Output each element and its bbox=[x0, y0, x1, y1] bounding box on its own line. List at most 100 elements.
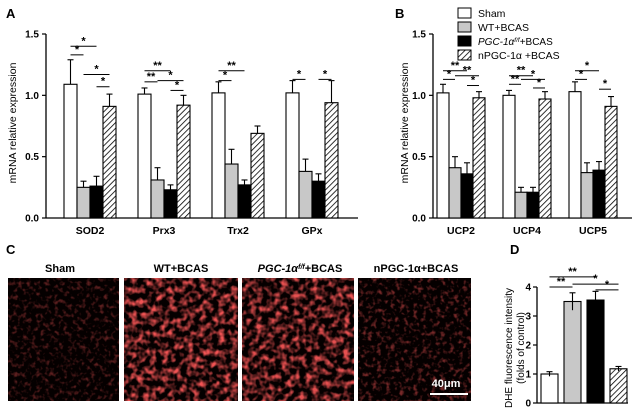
x-tick-label-trx2: Trx2 bbox=[227, 225, 249, 237]
y-tick-label-d-4: 4 bbox=[525, 283, 531, 294]
significance-label-d-1: ** bbox=[557, 276, 566, 288]
bar-d-pgc-1-f-f-bcas bbox=[586, 299, 605, 404]
bar-wt-bcas-gpx bbox=[298, 170, 313, 219]
significance-label-9: * bbox=[223, 70, 228, 82]
micrograph-label-sham: Sham bbox=[45, 263, 75, 275]
micrograph-label-pgc-sup: f/f bbox=[298, 264, 305, 271]
legend-swatch-sham bbox=[457, 7, 472, 19]
significance-label-10: * bbox=[297, 68, 302, 80]
bar-sham-sod2 bbox=[63, 83, 78, 219]
y-tick-label-1-0: 1.0 bbox=[25, 91, 39, 102]
y-tick-label-d-3: 3 bbox=[525, 312, 531, 323]
y-tick-label-d-0: 0 bbox=[525, 399, 531, 410]
legend-label-pgc-rest: +BCAS bbox=[520, 37, 553, 48]
micrograph-label-npgc-bcas: nPGC-1α+BCAS bbox=[374, 263, 459, 275]
micrograph-pgc-ff-bcas bbox=[242, 278, 354, 401]
significance-label-7: * bbox=[537, 77, 542, 89]
legend-swatch-npgc-bcas bbox=[457, 49, 472, 61]
bar-npgc-1-bcas-ucp4 bbox=[538, 98, 552, 219]
micrograph-label-pgc-rest: +BCAS bbox=[305, 263, 343, 275]
bar-npgc-1-bcas-gpx bbox=[324, 102, 339, 219]
significance-label-2: ** bbox=[463, 65, 472, 77]
significance-label-4: ** bbox=[153, 60, 162, 72]
y-tick-label-0-0: 0.0 bbox=[412, 214, 426, 225]
legend-label-npgc-bcas: nPGC-1α +BCAS bbox=[478, 50, 560, 62]
panel-letter-d: D bbox=[510, 242, 519, 257]
y-axis-label-b: mRNA relative expression bbox=[399, 62, 411, 183]
x-tick-label-sod2: SOD2 bbox=[76, 225, 105, 237]
x-tick-label-prx3: Prx3 bbox=[153, 225, 176, 237]
bar-sham-gpx bbox=[285, 92, 300, 219]
bar-d-npgc-1-bcas bbox=[609, 368, 628, 404]
legend-label-sham: Sham bbox=[478, 8, 506, 20]
significance-label-1: * bbox=[447, 68, 452, 80]
micrograph-npgc-bcas bbox=[358, 278, 471, 401]
bar-wt-bcas-sod2 bbox=[76, 186, 91, 219]
x-tick-label-gpx: GPx bbox=[301, 225, 322, 237]
panel-letter-c: C bbox=[6, 242, 16, 257]
x-tick-label-ucp5: UCP5 bbox=[579, 225, 607, 237]
significance-label-10: * bbox=[603, 78, 608, 90]
bar-d-sham bbox=[540, 373, 559, 404]
legend-label-pgc-italic: PGC-1α bbox=[478, 37, 515, 48]
bar-sham-trx2 bbox=[211, 92, 226, 219]
x-tick-label-ucp2: UCP2 bbox=[447, 225, 475, 237]
micrograph-label-pgc-ff-bcas: PGC-1αf/f+BCAS bbox=[258, 263, 343, 275]
y-axis-label-d: DHE fluorescence intensity bbox=[504, 288, 515, 408]
bar-npgc-1-bcas-ucp2 bbox=[472, 97, 486, 219]
significance-label-d-3: * bbox=[605, 279, 610, 291]
legend-label-pgc-ff-bcas: PGC-1αf/f+BCAS bbox=[478, 37, 553, 49]
significance-label-2: * bbox=[94, 63, 99, 75]
legend: Sham WT+BCAS PGC-1αf/f+BCAS nPGC-1α +BCA… bbox=[457, 7, 560, 62]
y-tick-label-1-5: 1.5 bbox=[412, 30, 426, 41]
significance-label-0: ** bbox=[451, 60, 460, 72]
micrograph-sham bbox=[8, 278, 119, 401]
micrograph-panel: Sham WT+BCAS PGC-1αf/f+BCAS nPGC-1α+BCAS… bbox=[8, 263, 471, 401]
significance-label-5: ** bbox=[147, 71, 156, 83]
micrograph-signal-pgc-ff-bcas bbox=[242, 278, 354, 401]
bar-pgc-1-f-f-bcas-trx2 bbox=[237, 184, 252, 219]
y-axis-label-d-line2: (folds of control) bbox=[516, 312, 527, 384]
y-tick-label-1-5: 1.5 bbox=[25, 30, 39, 41]
significance-label-9: * bbox=[579, 68, 584, 80]
bar-npgc-1-bcas-prx3 bbox=[176, 104, 191, 219]
bar-wt-bcas-ucp5 bbox=[580, 172, 594, 219]
significance-label-8: * bbox=[585, 60, 590, 72]
bar-wt-bcas-trx2 bbox=[224, 163, 239, 219]
y-tick-label-0-5: 0.5 bbox=[412, 152, 426, 163]
legend-label-wt-bcas: WT+BCAS bbox=[478, 22, 529, 34]
scale-bar-label: 40μm bbox=[432, 378, 461, 390]
bar-sham-ucp5 bbox=[568, 91, 582, 219]
bar-sham-ucp2 bbox=[436, 92, 450, 219]
legend-swatch-wt-bcas bbox=[457, 21, 472, 33]
bar-pgc-1-f-f-bcas-ucp2 bbox=[460, 173, 474, 219]
bar-npgc-1-bcas-trx2 bbox=[250, 132, 265, 219]
chart-d: DHE fluorescence intensity (folds of con… bbox=[504, 266, 628, 410]
significance-label-5: ** bbox=[511, 73, 520, 85]
bar-wt-bcas-ucp4 bbox=[514, 191, 528, 219]
significance-label-d-0: ** bbox=[568, 266, 577, 278]
bar-npgc-1-bcas-sod2 bbox=[102, 105, 117, 219]
micrograph-label-pgc-italic: PGC-1α bbox=[258, 263, 300, 275]
significance-label-6: * bbox=[168, 70, 173, 82]
chart-b: mRNA relative expression 0.0 0.5 1.0 1.5 UCP… bbox=[399, 30, 632, 237]
micrograph-wt-bcas bbox=[124, 278, 238, 401]
significance-label-11: * bbox=[323, 68, 328, 80]
chart-a: mRNA relative expression 0.0 0.5 1.0 1.5 SOD… bbox=[7, 30, 358, 237]
micrograph-signal-npgc-bcas bbox=[358, 278, 471, 401]
y-tick-label-d-1: 1 bbox=[525, 370, 531, 381]
micrograph-signal-wt-bcas bbox=[124, 278, 238, 401]
y-tick-label-1-0: 1.0 bbox=[412, 91, 426, 102]
significance-label-1: * bbox=[75, 44, 80, 56]
bar-pgc-1-f-f-bcas-sod2 bbox=[89, 185, 104, 219]
x-tick-label-ucp4: UCP4 bbox=[513, 225, 541, 237]
bar-pgc-1-f-f-bcas-ucp5 bbox=[592, 169, 606, 219]
bar-sham-prx3 bbox=[137, 93, 152, 219]
y-tick-label-0-5: 0.5 bbox=[25, 152, 39, 163]
significance-label-4: ** bbox=[517, 65, 526, 77]
significance-label-d-2: * bbox=[593, 273, 598, 285]
bar-pgc-1-f-f-bcas-ucp4 bbox=[526, 191, 540, 219]
y-axis-label-a: mRNA relative expression bbox=[7, 62, 19, 183]
legend-label-pgc-sup: f/f bbox=[514, 37, 521, 44]
